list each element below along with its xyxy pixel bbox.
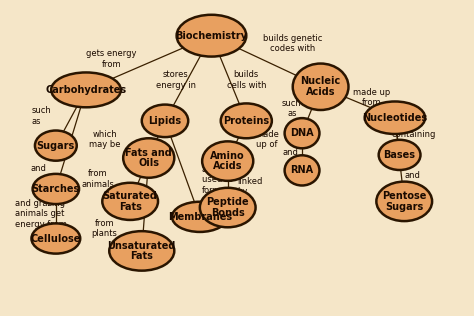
Text: containing: containing — [392, 130, 436, 139]
Text: and: and — [283, 148, 298, 157]
Text: which
may be: which may be — [89, 130, 120, 149]
Text: also
used to
form: also used to form — [202, 165, 233, 195]
Ellipse shape — [293, 64, 348, 110]
Ellipse shape — [177, 15, 246, 57]
Text: Proteins: Proteins — [223, 116, 269, 126]
Ellipse shape — [284, 155, 319, 185]
Text: stores
energy in: stores energy in — [155, 70, 196, 90]
Ellipse shape — [172, 202, 228, 232]
Text: Carbohydrates: Carbohydrates — [46, 85, 127, 95]
Ellipse shape — [109, 231, 174, 270]
Ellipse shape — [379, 140, 420, 170]
Text: made up
from: made up from — [353, 88, 390, 107]
Text: and: and — [30, 164, 46, 173]
Ellipse shape — [221, 103, 272, 138]
Text: Cellulose: Cellulose — [31, 234, 81, 244]
Text: from
animals: from animals — [81, 169, 114, 189]
Text: Nucleic
Acids: Nucleic Acids — [301, 76, 341, 97]
Ellipse shape — [35, 131, 77, 161]
Ellipse shape — [376, 182, 432, 221]
Ellipse shape — [365, 101, 425, 134]
Text: Membranes: Membranes — [168, 212, 232, 222]
Text: Sugars: Sugars — [36, 141, 75, 151]
Ellipse shape — [284, 118, 319, 148]
Text: such
as: such as — [32, 106, 52, 126]
Text: Fats and
Oils: Fats and Oils — [125, 148, 172, 168]
Text: Nucleotides: Nucleotides — [363, 113, 428, 123]
Text: RNA: RNA — [291, 165, 314, 175]
Text: linked
by: linked by — [237, 177, 263, 196]
Text: Unsaturated
Fats: Unsaturated Fats — [108, 240, 176, 261]
Text: Biochemistry: Biochemistry — [175, 31, 247, 41]
Text: such
as: such as — [282, 99, 301, 118]
Text: Lipids: Lipids — [148, 116, 182, 126]
Text: Bases: Bases — [383, 150, 416, 160]
Text: Saturated
Fats: Saturated Fats — [103, 191, 157, 212]
Text: gets energy
from: gets energy from — [86, 49, 137, 69]
Text: Pentose
Sugars: Pentose Sugars — [382, 191, 427, 212]
Ellipse shape — [33, 174, 79, 204]
Text: Amino
Acids: Amino Acids — [210, 151, 245, 172]
Text: Peptide
Bonds: Peptide Bonds — [206, 197, 249, 218]
Text: and grazing
animals get
energy from: and grazing animals get energy from — [15, 199, 67, 229]
Text: made
up of: made up of — [255, 130, 280, 149]
Text: builds genetic
codes with: builds genetic codes with — [263, 34, 322, 53]
Ellipse shape — [51, 72, 121, 107]
Ellipse shape — [123, 138, 174, 178]
Ellipse shape — [202, 141, 253, 181]
Text: DNA: DNA — [290, 128, 314, 138]
Ellipse shape — [102, 183, 158, 220]
Ellipse shape — [200, 188, 255, 227]
Text: Starches: Starches — [32, 184, 80, 194]
Text: from
plants: from plants — [91, 219, 118, 238]
Ellipse shape — [142, 105, 188, 137]
Ellipse shape — [31, 223, 80, 254]
Text: builds
cells with: builds cells with — [227, 70, 266, 90]
Text: and: and — [405, 171, 420, 179]
